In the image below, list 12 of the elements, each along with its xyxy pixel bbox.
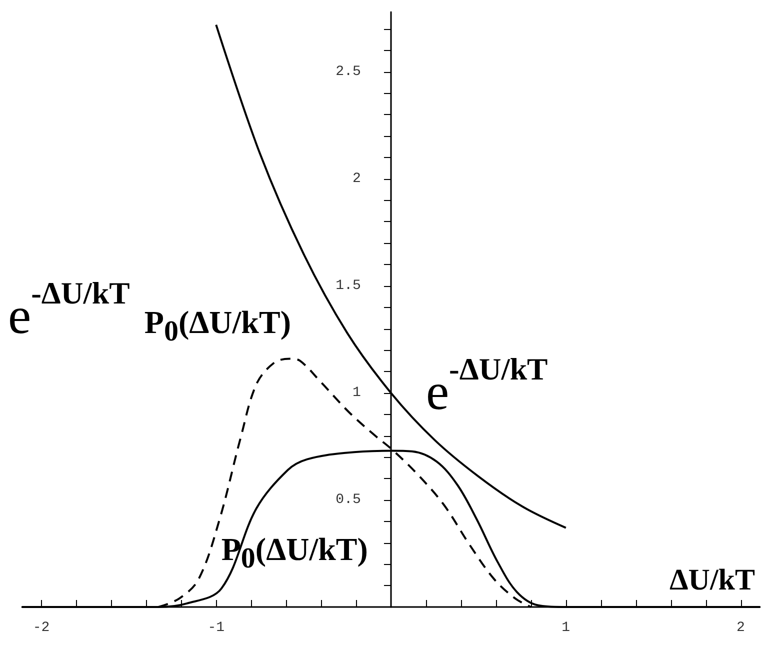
- x-axis-title: ΔU/kT: [669, 564, 756, 596]
- x-tick-label: -2: [32, 620, 50, 636]
- y-tick-label: 1: [352, 384, 361, 401]
- y-tick-label: 2.5: [336, 64, 361, 80]
- x-tick-label: 1: [562, 620, 570, 636]
- x-tick-label: 2: [736, 620, 745, 636]
- annotation: P0(ΔU/kT): [221, 530, 368, 574]
- y-tick-label: 0.5: [336, 492, 361, 508]
- x-tick-label: -1: [208, 620, 225, 636]
- y-tick-label: 1.5: [336, 278, 361, 294]
- annotation: P0(ΔU/kT): [144, 304, 291, 348]
- y-tick-label: 2: [352, 170, 361, 187]
